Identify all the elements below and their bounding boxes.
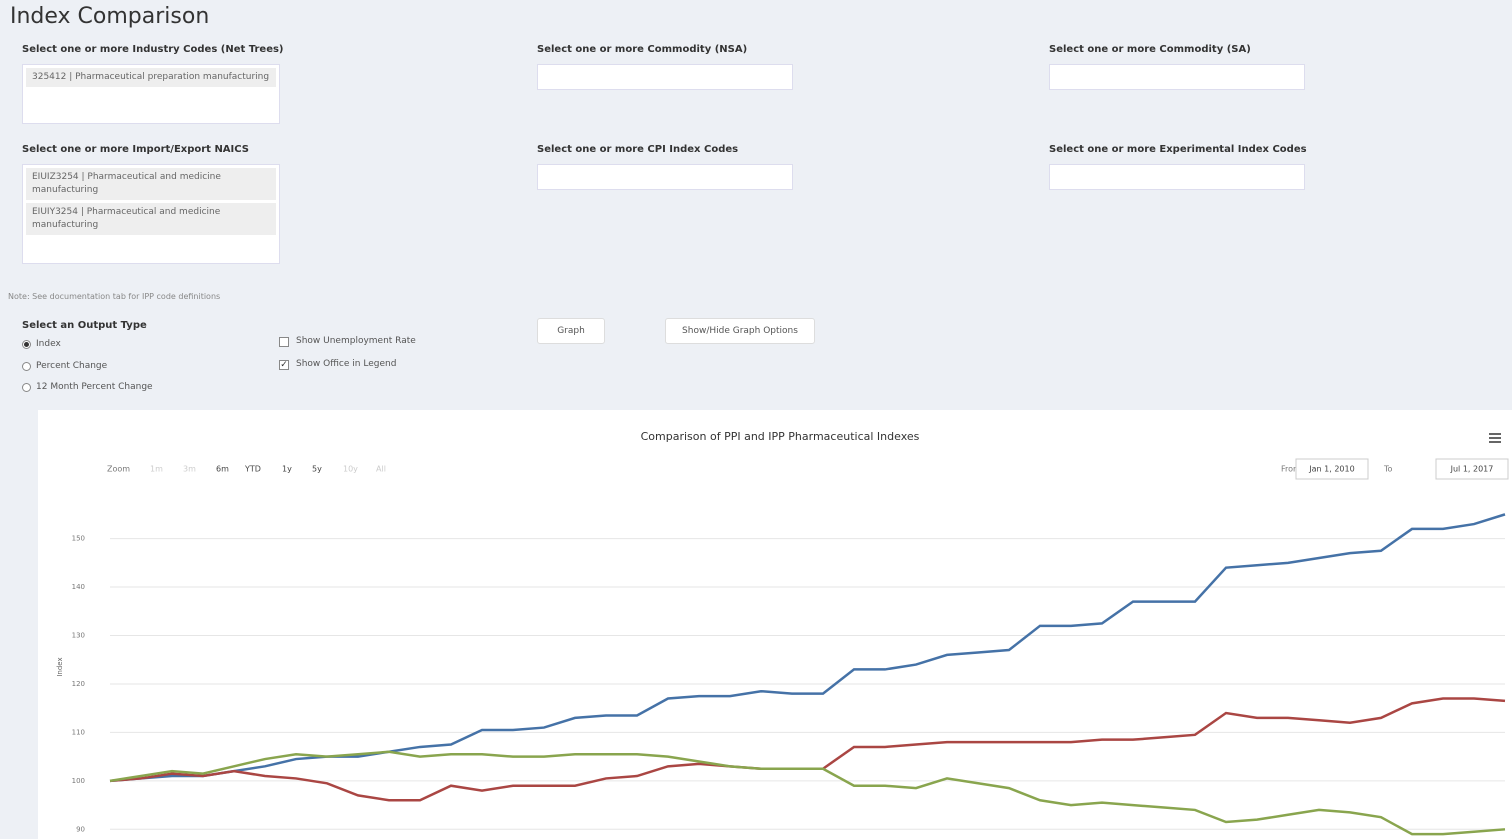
filter-label: Select one or more Import/Export NAICS (22, 144, 249, 155)
zoom-button[interactable]: YTD (244, 465, 261, 474)
y-tick-label: 100 (72, 777, 85, 785)
page-title: Index Comparison (10, 4, 210, 29)
y-tick-label: 130 (72, 632, 85, 640)
series-line (109, 750, 1506, 836)
radio-dot (24, 342, 29, 347)
y-axis-title: Index (56, 657, 64, 676)
series-line (109, 697, 1506, 802)
select-box[interactable] (1049, 64, 1305, 90)
chart: Comparison of PPI and IPP Pharmaceutical… (38, 410, 1512, 839)
filter-label: Select one or more Commodity (NSA) (537, 44, 748, 55)
zoom-button[interactable]: 1y (282, 465, 292, 474)
zoom-button[interactable]: 5y (312, 465, 322, 474)
y-tick-label: 110 (72, 728, 85, 736)
y-tick-label: 90 (76, 825, 85, 833)
checkbox-label: Show Office in Legend (296, 359, 397, 369)
radio[interactable] (22, 361, 31, 371)
zoom-button[interactable]: 3m (183, 465, 196, 474)
zoom-label: Zoom (107, 465, 130, 474)
from-label: From (1281, 465, 1301, 474)
to-input[interactable] (1435, 458, 1509, 480)
radio[interactable] (22, 340, 31, 349)
select-box[interactable] (537, 64, 793, 90)
checkbox-label: Show Unemployment Rate (296, 336, 416, 346)
output-type-label: Select an Output Type (22, 320, 147, 331)
selected-item[interactable]: EIUIZ3254 | Pharmaceutical and medicine … (26, 168, 276, 200)
to-value: Jul 1, 2017 (1450, 465, 1494, 474)
to-label: To (1383, 465, 1393, 474)
chart-title: Comparison of PPI and IPP Pharmaceutical… (641, 430, 920, 443)
from-input[interactable] (1295, 458, 1369, 480)
zoom-button[interactable]: 10y (343, 465, 358, 474)
zoom-button[interactable]: 1m (150, 465, 163, 474)
radio-label: Index (36, 339, 61, 349)
selected-item[interactable]: EIUIY3254 | Pharmaceutical and medicine … (26, 203, 276, 235)
series-line (109, 513, 1506, 783)
select-box[interactable]: EIUIZ3254 | Pharmaceutical and medicine … (22, 164, 280, 264)
y-tick-label: 120 (72, 680, 85, 688)
checkbox[interactable]: ✓ (279, 360, 289, 370)
zoom-button[interactable]: 6m (216, 465, 229, 474)
menu-icon[interactable] (1489, 433, 1501, 443)
selected-item[interactable]: 325412 | Pharmaceutical preparation manu… (26, 68, 276, 87)
button[interactable]: Show/Hide Graph Options (665, 318, 815, 344)
from-value: Jan 1, 2010 (1308, 465, 1354, 474)
filter-label: Select one or more Industry Codes (Net T… (22, 44, 284, 55)
y-tick-label: 150 (72, 535, 85, 543)
radio-label: 12 Month Percent Change (36, 382, 153, 392)
radio-label: Percent Change (36, 360, 108, 371)
filter-label: Select one or more Commodity (SA) (1049, 44, 1251, 55)
select-box[interactable] (1049, 164, 1305, 190)
filter-label: Select one or more CPI Index Codes (537, 144, 739, 155)
button[interactable]: Graph (537, 318, 605, 344)
checkbox[interactable] (279, 337, 289, 347)
filter-label: Select one or more Experimental Index Co… (1049, 144, 1307, 155)
select-box[interactable]: 325412 | Pharmaceutical preparation manu… (22, 64, 280, 124)
select-box[interactable] (537, 164, 793, 190)
zoom-button[interactable]: All (376, 465, 386, 474)
note: Note: See documentation tab for IPP code… (8, 292, 221, 301)
radio[interactable] (22, 383, 31, 392)
y-tick-label: 140 (72, 583, 85, 591)
